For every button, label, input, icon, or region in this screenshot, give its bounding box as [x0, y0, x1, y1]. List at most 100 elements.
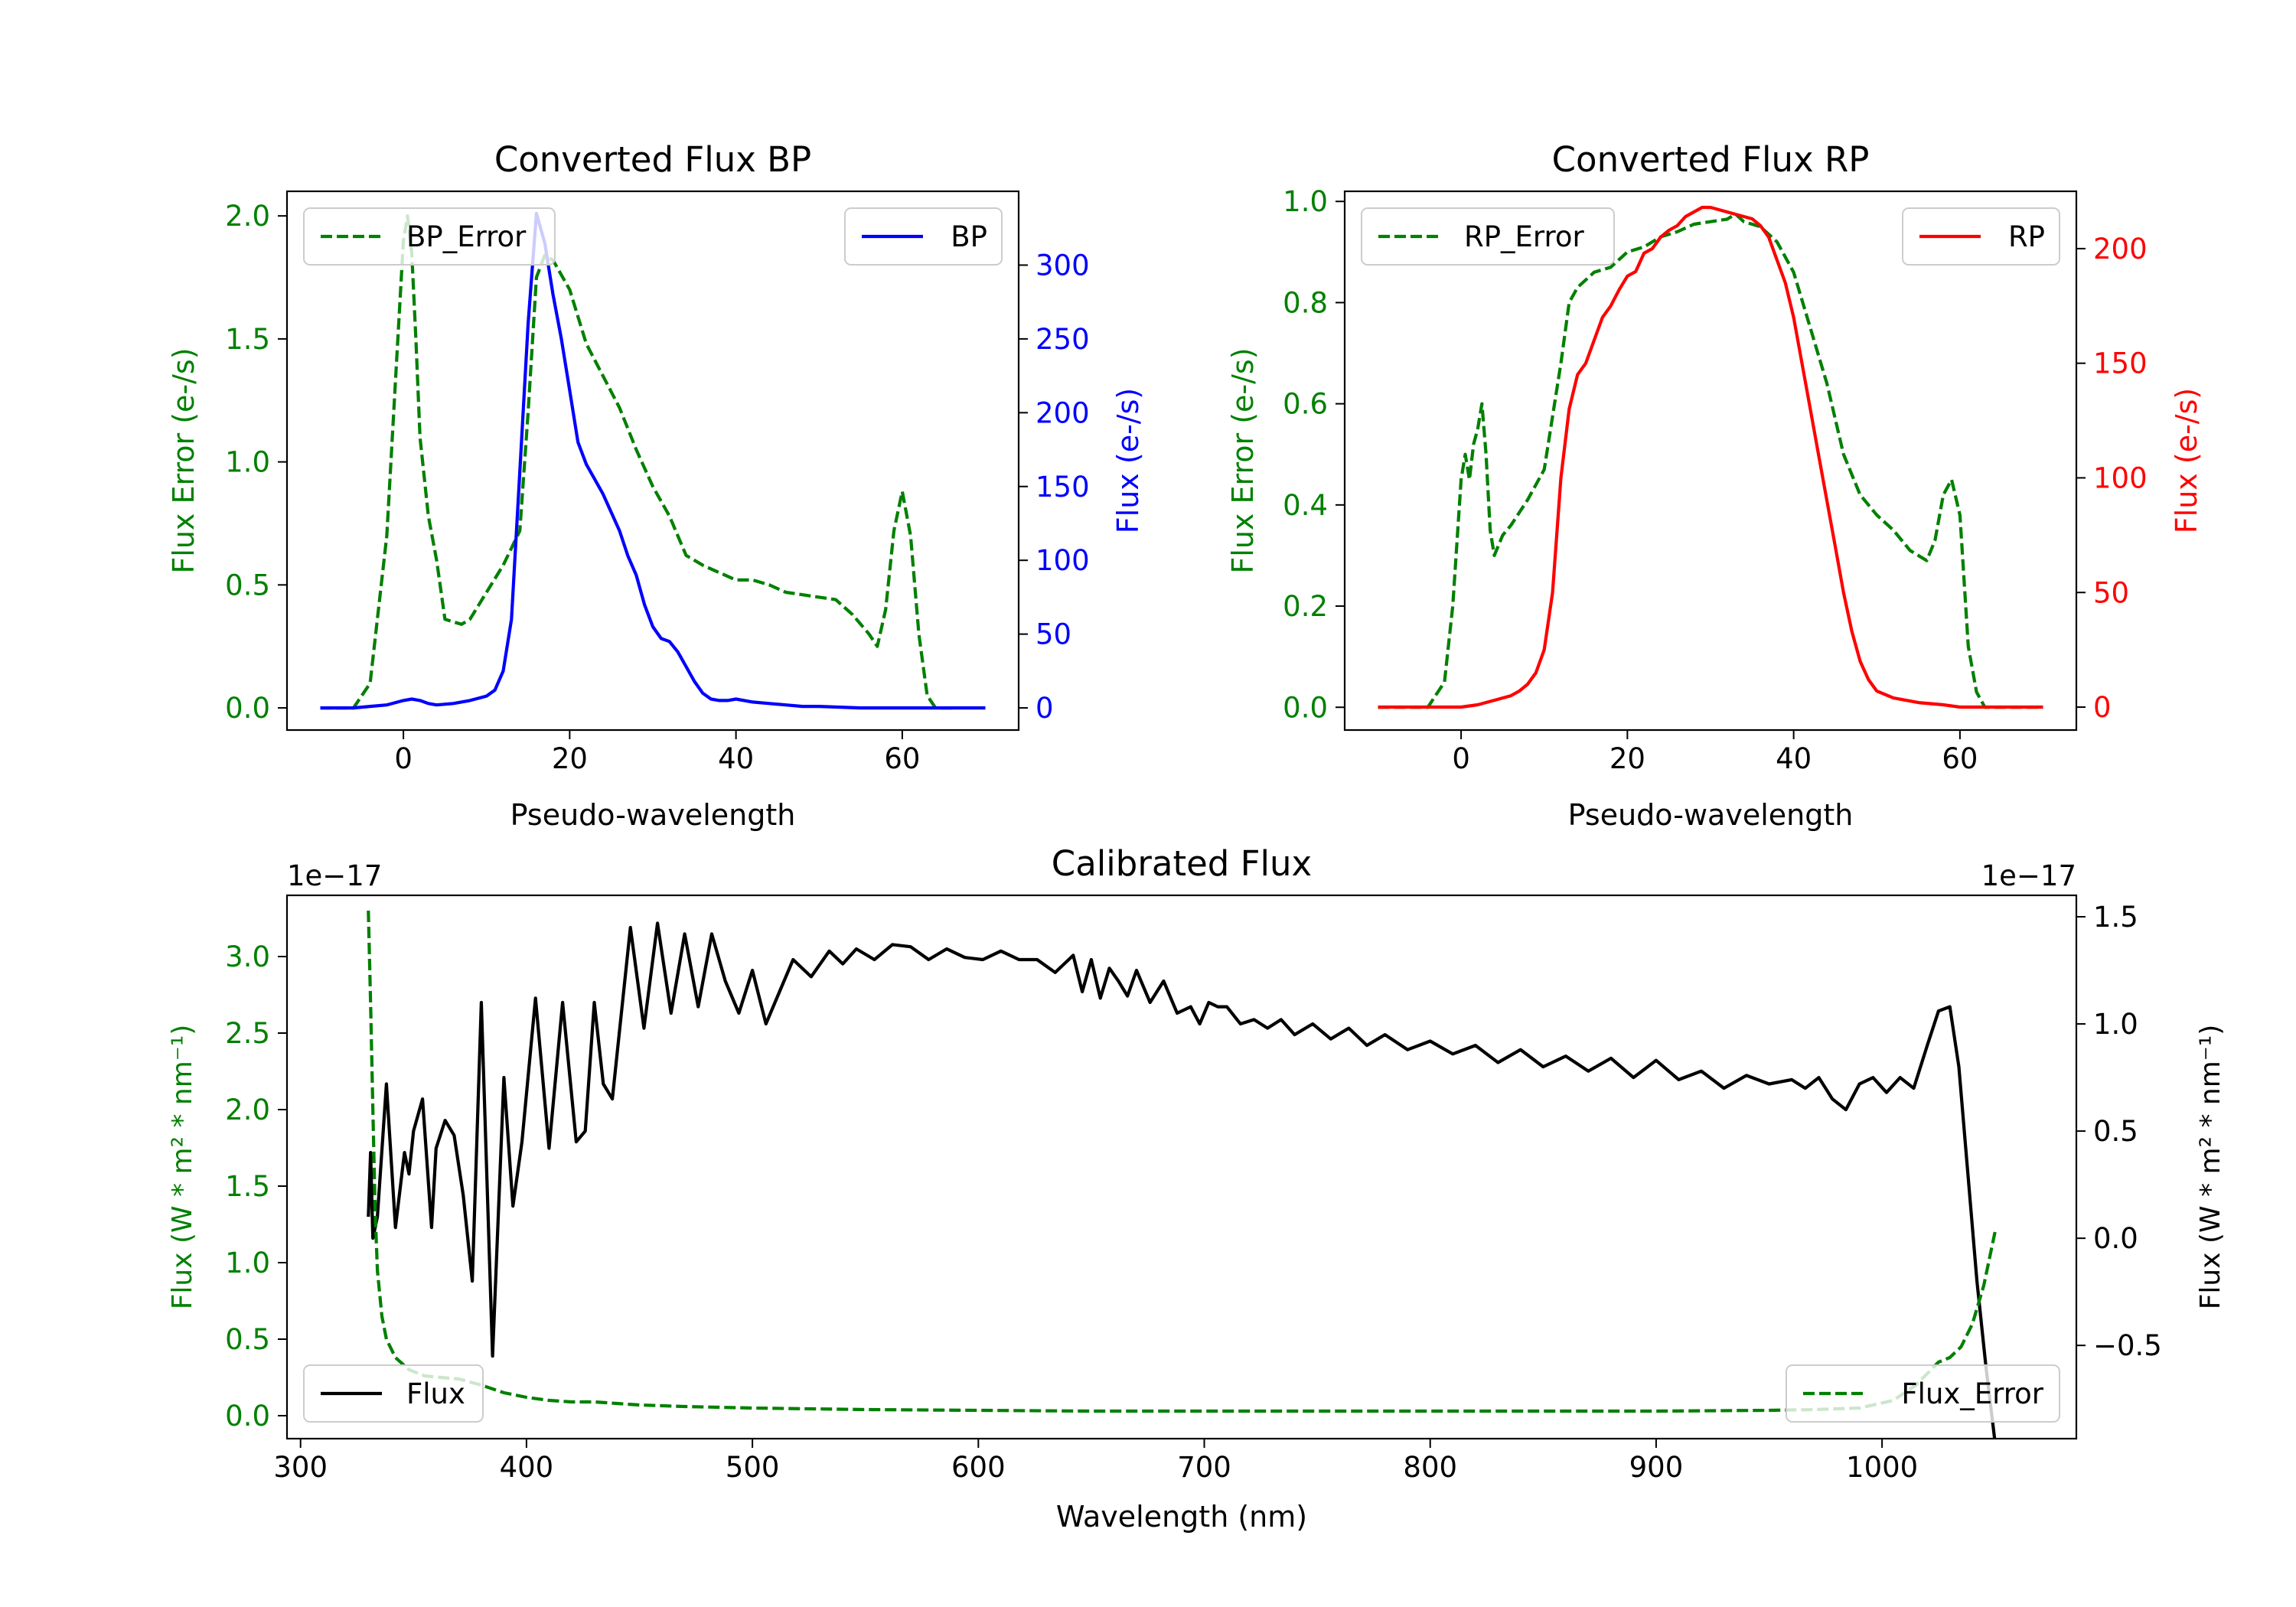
legend-label-bp: BP [951, 220, 987, 253]
bp-y-right-tick-label: 150 [1035, 471, 1090, 504]
rp-y-left-tick-label: 0.2 [1283, 590, 1328, 623]
bp-y-left-tick-label: 1.5 [225, 323, 270, 356]
cal-legend-flux: Flux [303, 1364, 484, 1423]
bp-plot-area [320, 211, 986, 710]
panel-converted-flux-bp: 0 20 40 60 0.0 0.5 1.0 1.5 2.0 0 50 100 150 200 250 300… [167, 139, 1145, 832]
rp-y-right-tick-label: 100 [2093, 461, 2148, 494]
rp-y-right-tick-label: 50 [2093, 576, 2129, 609]
cal-y-left-tick-label: 3.0 [225, 940, 270, 973]
bp-y-left-tick-label: 0.0 [225, 692, 270, 725]
bp-series-bp-error [320, 214, 953, 710]
cal-y-left-tick-label: 0.5 [225, 1323, 270, 1356]
cal-x-tick-label: 800 [1403, 1451, 1457, 1484]
bp-x-axis-label: Pseudo-wavelength [510, 798, 796, 832]
cal-y-left-tick-label: 0.0 [225, 1400, 270, 1433]
legend-label-bp-error: BP_Error [406, 220, 527, 253]
rp-y-right-label: Flux (e-/s) [2170, 388, 2203, 533]
bp-y-right-tick-label: 250 [1035, 323, 1090, 356]
cal-y-left-tick-label: 2.5 [225, 1017, 270, 1050]
rp-x-tick-label: 60 [1942, 742, 1978, 775]
cal-y-right-tick-label: 1.5 [2093, 901, 2138, 934]
legend-label-rp: RP [2008, 220, 2045, 253]
rp-x-tick-label: 20 [1609, 742, 1645, 775]
cal-y-left-tick-label: 2.0 [225, 1094, 270, 1126]
rp-x-tick-label: 40 [1776, 742, 1812, 775]
cal-ticks: 300 400 500 600 700 800 900 1000 0.0 0.5 1.0 1.5 2.0… [225, 901, 2162, 1484]
rp-y-left-tick-label: 0.8 [1283, 286, 1328, 319]
cal-left-offset-text: 1e−17 [287, 859, 382, 892]
rp-x-tick-label: 0 [1452, 742, 1470, 775]
cal-x-axis-label: Wavelength (nm) [1056, 1500, 1307, 1534]
bp-x-tick-label: 60 [884, 742, 920, 775]
bp-y-right-tick-label: 50 [1035, 618, 1071, 651]
cal-right-offset-text: 1e−17 [1981, 859, 2076, 892]
legend-box [1902, 207, 2060, 266]
cal-title: Calibrated Flux [1052, 843, 1312, 884]
rp-y-right-tick-label: 0 [2093, 691, 2112, 724]
cal-axes-frame [285, 894, 2078, 1440]
legend-box [303, 1364, 484, 1423]
rp-plot-area [1378, 205, 2043, 709]
rp-ticks: 0 20 40 60 0.0 0.2 0.4 0.6 0.8 1.0 0 50 100 150 200 [1283, 185, 2147, 775]
cal-x-tick-label: 700 [1177, 1451, 1231, 1484]
rp-legend-flux: RP [1902, 207, 2060, 266]
bp-y-right-tick-label: 0 [1035, 692, 1054, 725]
rp-x-axis-label: Pseudo-wavelength [1568, 798, 1854, 832]
legend-label-flux: Flux [406, 1377, 465, 1410]
rp-y-right-tick-label: 150 [2093, 347, 2148, 380]
cal-x-tick-label: 500 [726, 1451, 780, 1484]
cal-y-right-tick-label: −0.5 [2093, 1329, 2162, 1362]
bp-y-left-label: Flux Error (e-/s) [167, 347, 201, 573]
bp-y-right-tick-label: 100 [1035, 544, 1090, 577]
rp-y-right-tick-label: 200 [2093, 233, 2148, 266]
rp-series-rp-error [1378, 212, 2043, 709]
rp-y-left-tick-label: 0.0 [1283, 691, 1328, 724]
bp-series-bp [320, 211, 986, 710]
cal-y-right-tick-label: 0.0 [2093, 1222, 2138, 1255]
legend-box [303, 207, 556, 266]
cal-x-tick-label: 400 [500, 1451, 554, 1484]
bp-axes-frame [285, 190, 1020, 732]
panel-converted-flux-rp: 0 20 40 60 0.0 0.2 0.4 0.6 0.8 1.0 0 50 100 150 200 Co… [1226, 139, 2203, 832]
rp-y-left-tick-label: 0.6 [1283, 388, 1328, 421]
cal-y-left-tick-label: 1.5 [225, 1170, 270, 1203]
bp-y-left-tick-label: 1.0 [225, 446, 270, 479]
legend-box [844, 207, 1003, 266]
rp-y-left-label: Flux Error (e-/s) [1226, 347, 1260, 573]
bp-y-right-label: Flux (e-/s) [1111, 388, 1145, 533]
cal-x-tick-label: 900 [1629, 1451, 1684, 1484]
legend-box [1361, 207, 1615, 266]
legend-label-flux-error: Flux_Error [1901, 1377, 2043, 1410]
rp-legend-error: RP_Error [1361, 207, 1615, 266]
cal-y-left-tick-label: 1.0 [225, 1247, 270, 1279]
bp-y-right-tick-label: 300 [1035, 249, 1090, 282]
cal-y-right-tick-label: 1.0 [2093, 1008, 2138, 1041]
panel-calibrated-flux: 300 400 500 600 700 800 900 1000 0.0 0.5 1.0 1.5 2.0… [167, 843, 2226, 1534]
bp-y-right-tick-label: 200 [1035, 396, 1090, 429]
bp-y-left-tick-label: 2.0 [225, 200, 270, 233]
rp-axes-frame [1343, 190, 2078, 732]
bp-x-tick-label: 20 [552, 742, 588, 775]
bp-legend-error: BP_Error [303, 207, 556, 266]
cal-x-tick-label: 600 [951, 1451, 1006, 1484]
legend-label-rp-error: RP_Error [1464, 220, 1584, 253]
rp-series-rp [1378, 205, 2043, 709]
bp-x-tick-label: 40 [718, 742, 754, 775]
bp-y-left-tick-label: 0.5 [225, 569, 270, 601]
bp-legend-flux: BP [844, 207, 1003, 266]
bp-ticks: 0 20 40 60 0.0 0.5 1.0 1.5 2.0 0 50 100 150 200 250 300 [225, 200, 1089, 775]
bp-x-tick-label: 0 [394, 742, 413, 775]
cal-x-tick-label: 300 [273, 1451, 328, 1484]
legend-box [1786, 1364, 2060, 1423]
rp-y-left-tick-label: 1.0 [1283, 185, 1328, 218]
cal-x-tick-label: 1000 [1846, 1451, 1918, 1484]
cal-y-right-label: Flux (W * m² * nm⁻¹) [2195, 1025, 2226, 1310]
cal-y-right-tick-label: 0.5 [2093, 1115, 2138, 1148]
cal-y-left-label: Flux (W * m² * nm⁻¹) [167, 1025, 198, 1310]
bp-title: Converted Flux BP [494, 139, 811, 180]
rp-y-left-tick-label: 0.4 [1283, 489, 1328, 522]
cal-legend-flux-error: Flux_Error [1786, 1364, 2060, 1423]
cal-series-flux [367, 921, 1997, 1439]
